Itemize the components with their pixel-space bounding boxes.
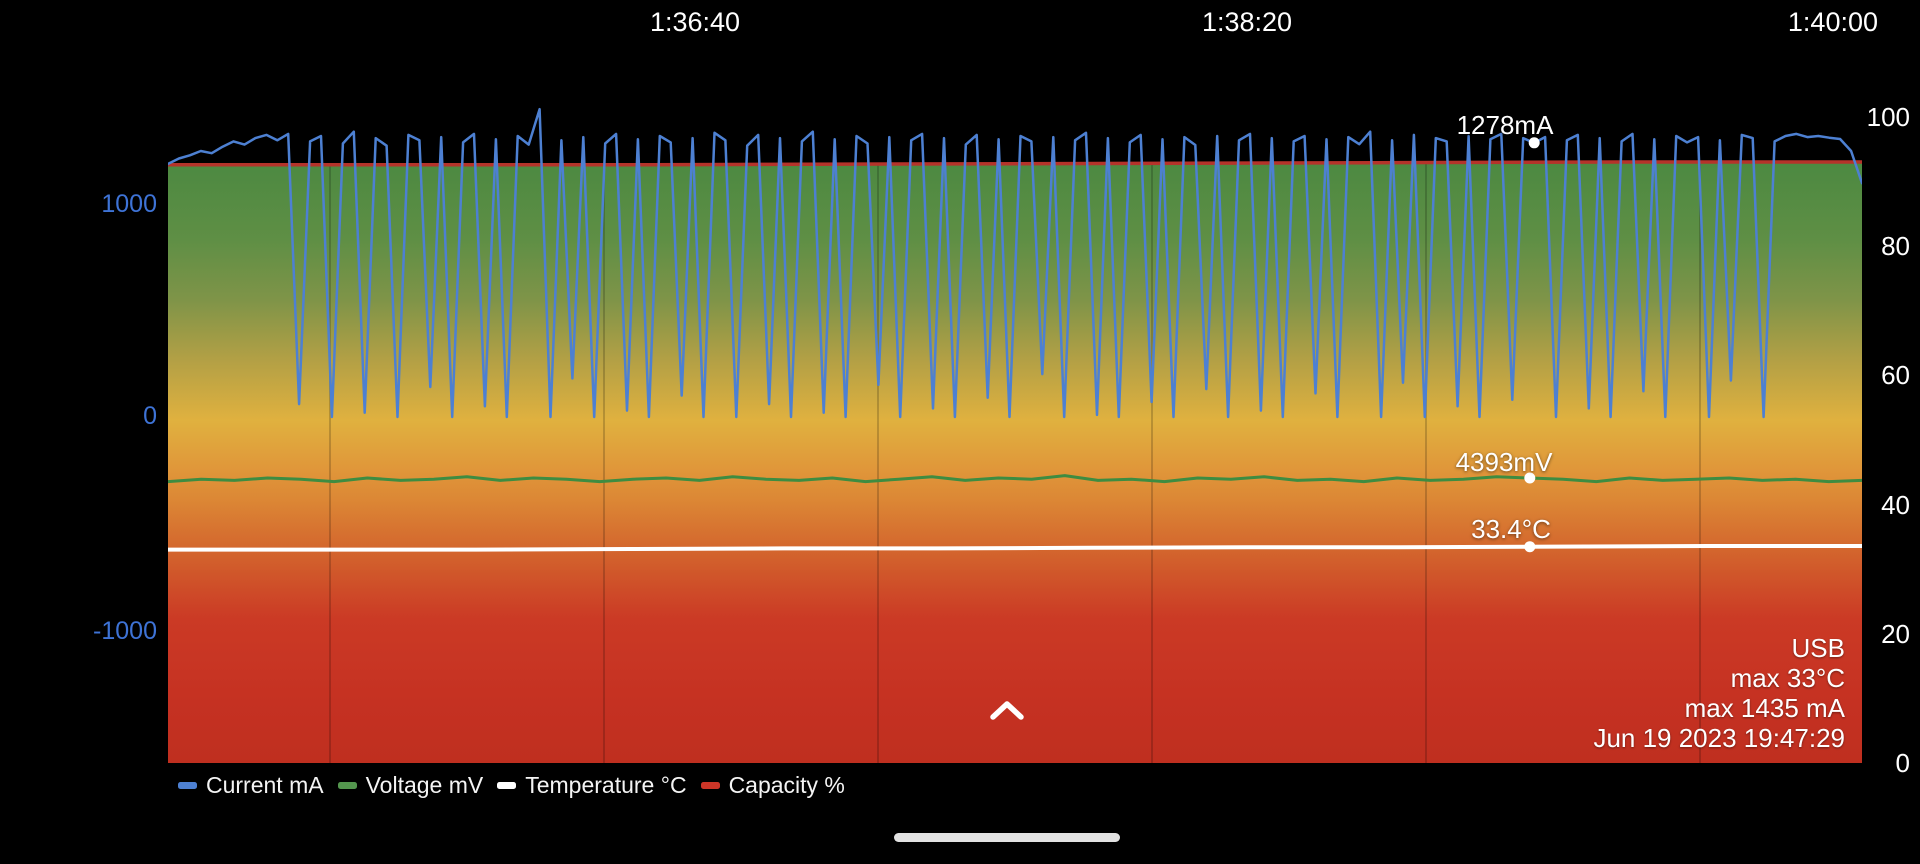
legend-color-swatch — [497, 781, 517, 789]
capacity-axis-tick: 100 — [1866, 102, 1910, 132]
selected-temperature-label: 33.4°C — [1471, 514, 1551, 544]
current-axis-tick: 1000 — [101, 190, 157, 218]
session-timestamp-label: Jun 19 2023 19:47:29 — [1593, 723, 1845, 753]
legend-color-swatch — [178, 781, 197, 789]
selected-voltage-label: 4393mV — [1455, 447, 1553, 477]
legend-label: Voltage mV — [365, 772, 484, 798]
current-axis-tick: -1000 — [93, 617, 157, 645]
x-axis-time-label: 1:36:40 — [649, 7, 741, 37]
legend-color-swatch — [337, 781, 357, 789]
home-indicator[interactable] — [894, 833, 1120, 842]
charge-session-info: USB max 33°C max 1435 mA Jun 19 2023 19:… — [1593, 633, 1845, 753]
max-temperature-label: max 33°C — [1730, 663, 1845, 693]
current-axis-tick: 0 — [143, 402, 157, 430]
expand-panel-button[interactable] — [984, 695, 1030, 727]
x-axis-time-label: 1:38:20 — [1201, 7, 1293, 37]
capacity-axis-tick: 20 — [1881, 619, 1910, 649]
selected-current-label: 1278mA — [1456, 110, 1554, 140]
legend-color-swatch — [700, 781, 720, 789]
legend-item-temperature: Temperature °C — [497, 772, 687, 798]
x-axis-time-label: 1:40:00 — [1787, 7, 1878, 37]
capacity-axis-tick: 0 — [1895, 748, 1910, 778]
capacity-axis-tick: 80 — [1881, 231, 1910, 261]
chart-legend: Current mA Voltage mV Temperature °C Cap… — [178, 773, 845, 797]
legend-label: Capacity % — [728, 772, 845, 798]
legend-label: Temperature °C — [525, 772, 687, 798]
chart-plot[interactable] — [168, 100, 1862, 763]
legend-item-current: Current mA — [178, 773, 324, 797]
chevron-up-icon — [990, 701, 1024, 720]
capacity-axis-tick: 40 — [1881, 490, 1910, 520]
capacity-axis-tick: 60 — [1881, 360, 1910, 390]
legend-item-capacity: Capacity % — [700, 772, 845, 798]
max-current-label: max 1435 mA — [1684, 693, 1845, 723]
legend-label: Current mA — [206, 772, 324, 798]
power-source-label: USB — [1791, 633, 1845, 663]
legend-item-voltage: Voltage mV — [337, 772, 484, 798]
